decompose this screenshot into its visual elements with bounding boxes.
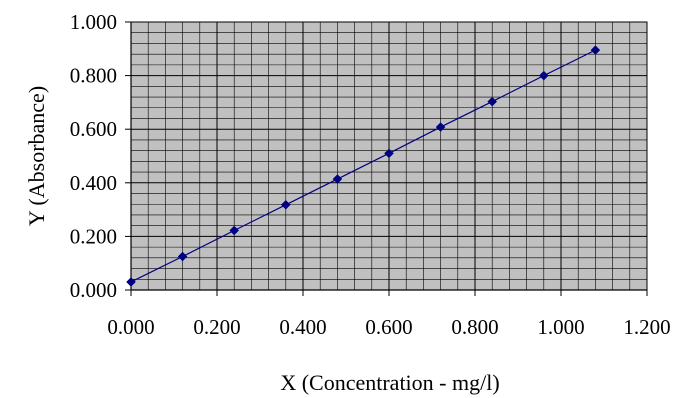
data-point — [384, 148, 394, 159]
x-tick-label: 1.000 — [537, 315, 584, 339]
data-point — [590, 45, 601, 55]
data-point — [487, 96, 498, 107]
x-tick-label: 0.000 — [107, 315, 154, 339]
x-tick-label: 0.800 — [451, 315, 498, 339]
data-point — [538, 70, 549, 81]
x-axis-title: X (Concentration - mg/l) — [280, 370, 499, 395]
data-point — [126, 277, 136, 287]
x-tick-label: 0.400 — [279, 315, 326, 339]
x-tick-label: 1.200 — [623, 315, 670, 339]
data-series — [126, 45, 601, 287]
data-point — [280, 199, 291, 210]
y-tick-label: 0.200 — [70, 224, 117, 248]
x-tick-label: 0.600 — [365, 315, 412, 339]
data-point — [177, 251, 188, 262]
data-point — [332, 174, 343, 184]
y-axis-ticks: 0.000 0.200 0.400 0.600 0.800 1.000 — [70, 10, 131, 302]
data-point — [229, 225, 240, 236]
y-tick-label: 0.000 — [70, 278, 117, 302]
data-point — [435, 122, 446, 132]
y-tick-label: 0.600 — [70, 117, 117, 141]
x-axis-ticks: 0.000 0.200 0.400 0.600 0.800 1.000 1.200 — [107, 290, 671, 339]
series-line — [130, 49, 596, 283]
x-tick-label: 0.200 — [193, 315, 240, 339]
y-axis-title: Y (Absorbance) — [24, 86, 49, 226]
y-tick-label: 1.000 — [70, 10, 117, 34]
y-tick-label: 0.400 — [70, 171, 117, 195]
y-tick-label: 0.800 — [70, 64, 117, 88]
